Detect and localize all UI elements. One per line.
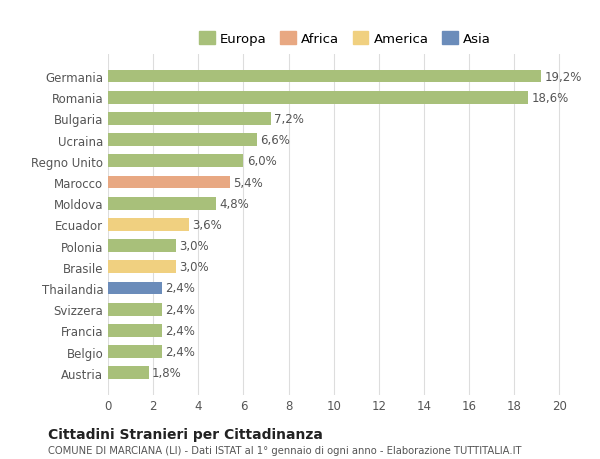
Text: 2,4%: 2,4% bbox=[166, 303, 196, 316]
Text: 6,0%: 6,0% bbox=[247, 155, 277, 168]
Text: 7,2%: 7,2% bbox=[274, 112, 304, 126]
Text: 3,6%: 3,6% bbox=[193, 218, 223, 231]
Text: 3,0%: 3,0% bbox=[179, 261, 209, 274]
Bar bbox=[108, 346, 162, 358]
Text: 1,8%: 1,8% bbox=[152, 366, 182, 380]
Text: 6,6%: 6,6% bbox=[260, 134, 290, 147]
Text: 5,4%: 5,4% bbox=[233, 176, 263, 189]
Bar bbox=[108, 240, 176, 252]
Text: 2,4%: 2,4% bbox=[166, 345, 196, 358]
Bar bbox=[108, 71, 541, 83]
Bar bbox=[108, 303, 162, 316]
Legend: Europa, Africa, America, Asia: Europa, Africa, America, Asia bbox=[195, 28, 495, 50]
Text: 2,4%: 2,4% bbox=[166, 282, 196, 295]
Text: Cittadini Stranieri per Cittadinanza: Cittadini Stranieri per Cittadinanza bbox=[48, 427, 323, 441]
Bar bbox=[108, 155, 244, 168]
Text: 19,2%: 19,2% bbox=[545, 70, 582, 84]
Bar bbox=[108, 113, 271, 125]
Bar bbox=[108, 134, 257, 147]
Text: 18,6%: 18,6% bbox=[531, 91, 568, 105]
Bar bbox=[108, 282, 162, 295]
Text: 3,0%: 3,0% bbox=[179, 240, 209, 252]
Bar bbox=[108, 197, 217, 210]
Bar bbox=[108, 325, 162, 337]
Bar bbox=[108, 367, 149, 379]
Bar bbox=[108, 176, 230, 189]
Text: 2,4%: 2,4% bbox=[166, 324, 196, 337]
Text: 4,8%: 4,8% bbox=[220, 197, 250, 210]
Bar bbox=[108, 92, 528, 104]
Text: COMUNE DI MARCIANA (LI) - Dati ISTAT al 1° gennaio di ogni anno - Elaborazione T: COMUNE DI MARCIANA (LI) - Dati ISTAT al … bbox=[48, 445, 521, 455]
Bar bbox=[108, 261, 176, 274]
Bar bbox=[108, 218, 189, 231]
